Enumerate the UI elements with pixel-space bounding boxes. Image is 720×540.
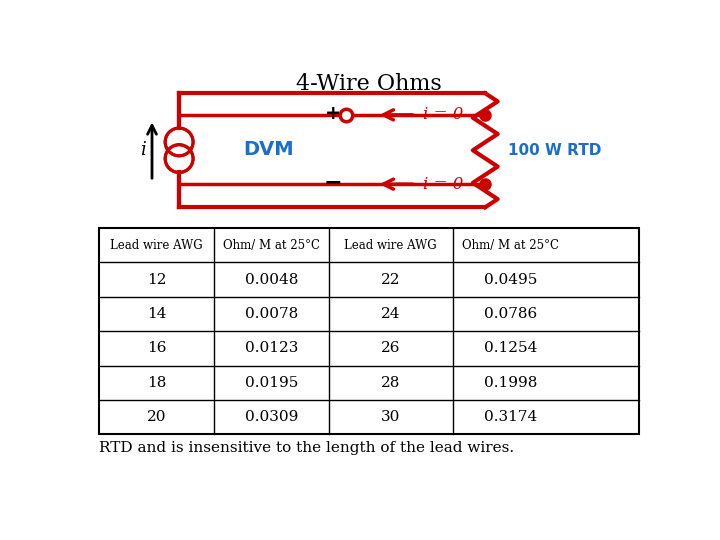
Text: 0.0123: 0.0123 [245,341,298,355]
Text: 0.1254: 0.1254 [484,341,538,355]
Text: Lead wire AWG: Lead wire AWG [110,239,203,252]
Text: −: − [324,173,343,193]
Text: 0.0078: 0.0078 [245,307,298,321]
Text: 12: 12 [147,273,166,287]
Text: 0.0195: 0.0195 [245,376,298,390]
Text: 22: 22 [381,273,400,287]
Text: 24: 24 [381,307,400,321]
Text: +: + [325,104,341,123]
Text: i: i [140,141,145,159]
Text: 28: 28 [381,376,400,390]
Text: 20: 20 [147,410,166,424]
Bar [99,228,639,434]
Text: RTD and is insensitive to the length of the lead wires.: RTD and is insensitive to the length of … [99,441,514,455]
Text: 4-Wire Ohms: 4-Wire Ohms [296,72,442,94]
Text: 0.0048: 0.0048 [245,273,298,287]
Text: i = 0: i = 0 [423,106,464,123]
Text: Lead wire AWG: Lead wire AWG [344,239,437,252]
Text: 0.0309: 0.0309 [245,410,298,424]
Text: 0.3174: 0.3174 [484,410,537,424]
Text: Ohm/ M at 25°C: Ohm/ M at 25°C [223,239,320,252]
Text: 100 W RTD: 100 W RTD [508,143,602,158]
Text: Ohm/ M at 25°C: Ohm/ M at 25°C [462,239,559,252]
Text: i = 0: i = 0 [423,176,464,193]
Text: 14: 14 [147,307,166,321]
Text: 0.0495: 0.0495 [484,273,538,287]
Bar [163,126,194,174]
Text: 26: 26 [381,341,400,355]
Text: 0.0786: 0.0786 [484,307,537,321]
Text: 16: 16 [147,341,166,355]
Text: 0.1998: 0.1998 [484,376,538,390]
Text: 30: 30 [381,410,400,424]
Text: 18: 18 [147,376,166,390]
Text: DVM: DVM [243,140,294,159]
